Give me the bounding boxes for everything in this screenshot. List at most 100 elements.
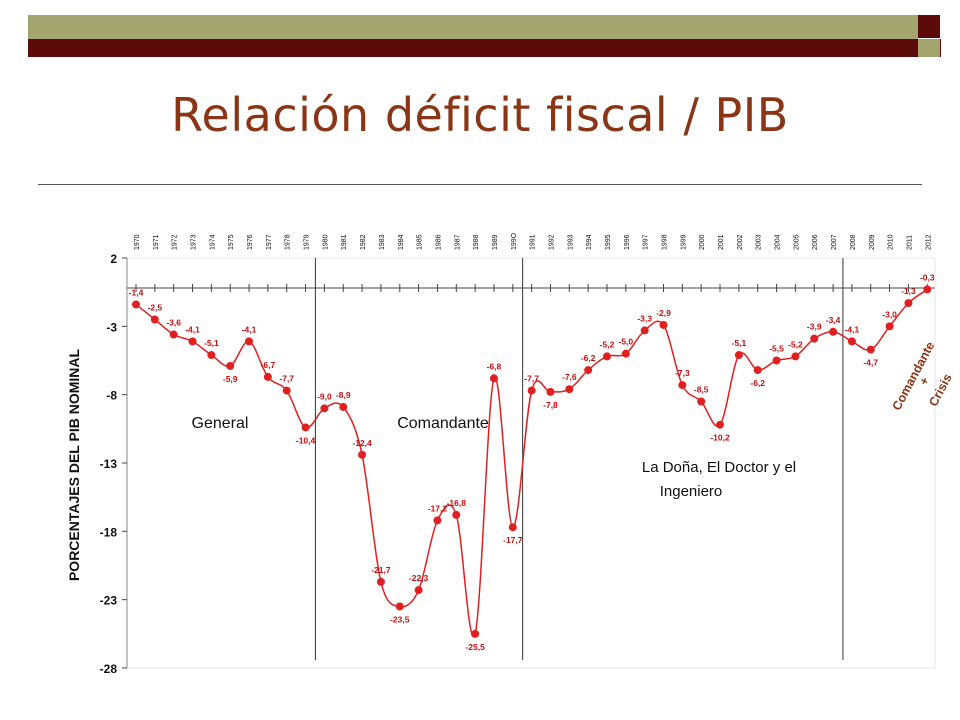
x-tick-label: 1989 [492,234,499,250]
data-label: -17,2 [428,503,448,513]
x-tick-label: 1980 [322,234,329,250]
data-labels: -1,4-2,5-3,6-4,1-5,1-5,9-4,1-6,7-7,7-10,… [129,272,935,651]
x-tick-label: 2010 [888,234,895,250]
chart-axes [126,257,936,669]
slide-title: Relación déficit fiscal / PIB [171,88,789,142]
x-tick-label: 1995 [605,234,612,250]
x-tick-label: 1983 [379,234,386,250]
x-tick-label: 2005 [793,234,800,250]
y-axis-label: PORCENTAJES DEL PIB NOMINAL [66,349,82,582]
y-tick-label: -3 [106,320,117,334]
data-point [753,366,762,375]
data-point [320,404,329,413]
x-tick-label: 2004 [775,234,782,250]
data-label: -10,2 [710,433,730,443]
data-point [904,299,913,308]
x-tick-label: 1992 [548,234,555,250]
period-annotation: Ingeniero [660,483,723,500]
x-tick-label: 2011 [906,235,913,250]
period-annotations: General Comandante La Doña, El Doctor y el… [192,339,955,500]
plot-frame [126,257,936,669]
data-label: -8,5 [694,385,709,395]
x-tick-label: 2003 [756,234,763,250]
data-label: -7,6 [562,372,577,382]
x-tick-label: 1971 [153,234,160,250]
data-label: -5,1 [204,338,219,348]
data-label: -5,0 [619,337,634,347]
data-point [132,300,140,309]
data-label: -2,5 [148,303,163,313]
data-label: -25,5 [465,642,485,652]
data-point [301,423,310,432]
data-point [150,315,159,324]
data-point [376,577,385,586]
x-tick-label: 1981 [341,234,348,250]
data-point [489,374,498,383]
data-point [584,366,593,375]
data-label: -4,1 [185,324,200,334]
data-point [508,523,517,532]
x-tick-label: 2002 [737,234,744,250]
data-point [829,327,838,336]
x-tick-label: 2006 [812,234,819,250]
x-tick-label: 1997 [643,234,650,250]
x-tick-label: 2001 [718,234,725,250]
data-label: -1,3 [901,286,916,296]
x-tick-label: 1994 [586,234,593,250]
data-label: -6,7 [261,360,276,370]
data-label: -3,4 [826,315,841,325]
deficit-series-line [135,288,928,638]
data-label: -1,4 [129,287,144,297]
data-point [546,387,555,396]
header-corner-box-lower [918,39,940,57]
x-tick-label: 1977 [266,234,273,250]
data-label: -2,9 [656,308,671,318]
data-label: -7,7 [279,374,294,384]
x-tick-label: 1976 [247,234,254,250]
data-point [678,381,687,390]
y-tick-label: -13 [100,457,118,471]
header-bar-dark [28,39,941,57]
data-points [132,285,932,638]
y-tick-label: -23 [100,594,118,608]
data-label: -8,9 [336,390,351,400]
data-point [226,361,235,370]
data-label: -3,9 [807,322,822,332]
x-tick-label: 1993 [567,234,574,250]
header-corner-box [918,15,940,38]
period-annotation: Comandante [397,415,489,432]
data-label: -3,3 [637,313,652,323]
data-point [245,337,254,346]
data-point [452,510,461,519]
data-label: -6,8 [487,361,502,371]
data-point [471,629,480,638]
header-bar-olive [28,15,918,39]
data-label: -4,7 [863,358,878,368]
x-tick-label: 2007 [831,234,838,250]
data-point [414,586,423,595]
data-point [659,320,668,329]
data-point [772,356,781,365]
y-tick-label: 2 [110,252,117,266]
x-tick-label: 1986 [435,234,442,250]
data-label: -5,2 [600,339,615,349]
x-tick-label: 1978 [285,234,292,250]
data-label: -7,7 [524,374,539,384]
x-tick-labels: 1970 1971 1972 1973 1974 1975 1976 1977 1978 1979… [134,232,932,250]
x-tick-label: 1982 [360,234,367,250]
data-label: -9,0 [317,391,332,401]
x-tick-label: 1984 [398,234,405,250]
data-label: -22,3 [409,573,429,583]
data-label: -5,9 [223,374,238,384]
data-point [358,450,367,459]
x-tick-label: 1999 [680,234,687,250]
x-tick-label: 1985 [417,234,424,250]
data-point [885,322,894,331]
y-tick-label: -8 [106,389,117,403]
data-point [603,352,611,361]
x-tick-label: 2000 [699,234,706,250]
data-point [640,326,649,335]
crisis-annotation: + [917,375,933,388]
data-label: -10,4 [296,435,316,445]
data-point [282,386,291,395]
